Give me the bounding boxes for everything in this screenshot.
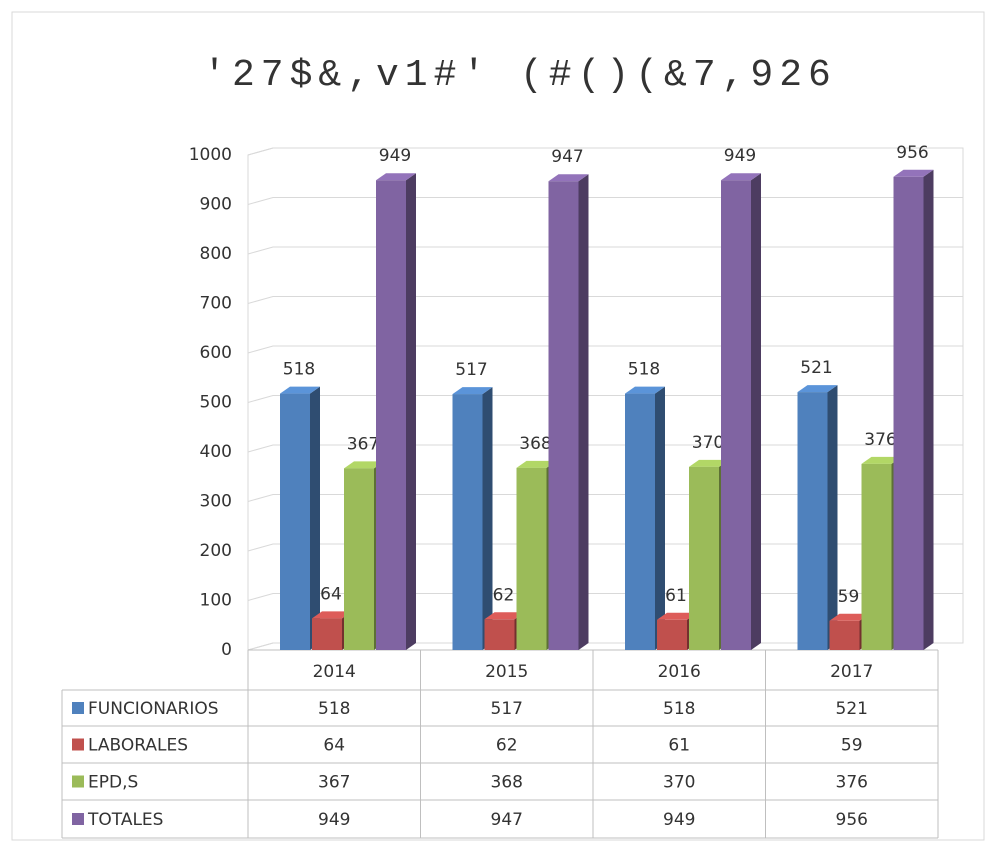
data-label: 376 xyxy=(864,430,896,450)
bar xyxy=(861,463,892,650)
y-tick-label: 200 xyxy=(200,541,232,561)
bar-top xyxy=(893,169,934,177)
legend-label: TOTALES xyxy=(87,810,163,830)
table-cell: 521 xyxy=(836,699,868,719)
table-cell: 949 xyxy=(663,810,695,830)
bar-top xyxy=(625,386,665,394)
y-tick-label: 800 xyxy=(200,244,232,264)
legend-label: LABORALES xyxy=(88,736,188,756)
y-tick-label: 900 xyxy=(200,195,232,215)
table-cell: 61 xyxy=(668,736,690,756)
y-tick-label: 600 xyxy=(200,343,232,363)
table-cell: 518 xyxy=(663,699,695,719)
bar-side xyxy=(578,174,589,651)
bar-top xyxy=(376,173,416,181)
bar-top xyxy=(280,386,320,394)
bar xyxy=(312,618,342,650)
bar-top xyxy=(548,174,589,182)
data-label: 947 xyxy=(551,147,583,167)
bar-top xyxy=(516,460,557,468)
legend-swatch xyxy=(72,775,84,788)
grid-line xyxy=(247,147,963,156)
chart-title: '27$&,v1#' (#()(&7,926 xyxy=(203,54,837,97)
bar xyxy=(657,619,687,650)
bar xyxy=(829,620,860,650)
data-label: 517 xyxy=(455,360,487,380)
bar xyxy=(516,467,547,650)
bar-top xyxy=(657,612,697,620)
table-cell: 368 xyxy=(491,773,523,793)
bar-top xyxy=(452,387,493,395)
bar xyxy=(280,393,310,650)
table-cell: 376 xyxy=(836,773,868,793)
data-label: 949 xyxy=(379,146,411,166)
table-cell: 62 xyxy=(496,736,518,756)
bar-side xyxy=(751,173,761,650)
data-label: 367 xyxy=(347,434,379,454)
bar xyxy=(376,180,406,650)
legend-swatch xyxy=(72,738,84,751)
bar xyxy=(797,392,828,650)
bar xyxy=(625,393,655,650)
y-tick-label: 300 xyxy=(200,492,232,512)
table-cell: 947 xyxy=(491,810,523,830)
data-label: 518 xyxy=(628,360,660,380)
bar xyxy=(548,181,579,651)
bar-top xyxy=(829,613,870,621)
bar-top xyxy=(797,385,838,393)
bar-top xyxy=(861,456,902,464)
bar-top xyxy=(344,461,384,469)
bar-side xyxy=(406,173,416,650)
data-label: 62 xyxy=(493,585,515,605)
data-label: 370 xyxy=(692,433,724,453)
bar-side xyxy=(923,169,934,650)
data-label: 59 xyxy=(838,587,860,607)
bar-top xyxy=(484,612,525,620)
bar xyxy=(893,176,924,650)
y-tick-label: 700 xyxy=(200,294,232,314)
x-tick-label: 2017 xyxy=(830,662,873,682)
data-label: 61 xyxy=(665,586,687,606)
data-label: 64 xyxy=(320,584,342,604)
legend-label: FUNCIONARIOS xyxy=(88,699,219,719)
table-cell: 64 xyxy=(323,736,345,756)
data-label: 521 xyxy=(800,358,832,378)
table-cell: 517 xyxy=(491,699,523,719)
data-label: 949 xyxy=(724,146,756,166)
bar xyxy=(484,619,515,650)
y-tick-label: 400 xyxy=(200,442,232,462)
y-tick-label: 100 xyxy=(200,591,232,611)
table-cell: 956 xyxy=(836,810,868,830)
bar-side xyxy=(310,386,320,650)
data-label: 368 xyxy=(519,434,551,454)
bar xyxy=(344,468,374,650)
bar-top xyxy=(721,173,761,181)
table-cell: 59 xyxy=(841,736,863,756)
legend-swatch xyxy=(72,813,84,825)
bar-top xyxy=(689,459,729,467)
y-tick-label: 0 xyxy=(221,640,232,660)
table-cell: 370 xyxy=(663,773,695,793)
table-cell: 518 xyxy=(318,699,350,719)
y-tick-label: 500 xyxy=(200,393,232,413)
data-label: 956 xyxy=(896,143,928,163)
bar-side xyxy=(482,387,493,650)
x-tick-label: 2015 xyxy=(485,662,528,682)
y-tick-label: 1000 xyxy=(189,145,232,165)
bar xyxy=(452,394,483,650)
bar xyxy=(689,466,719,650)
bar-side xyxy=(655,386,665,650)
legend-swatch xyxy=(72,702,84,714)
bar-top xyxy=(312,611,352,619)
table-cell: 367 xyxy=(318,773,350,793)
bar-side xyxy=(827,385,838,650)
legend-label: EPD,S xyxy=(88,773,138,793)
x-tick-label: 2016 xyxy=(658,662,701,682)
bar xyxy=(721,180,751,650)
x-tick-label: 2014 xyxy=(313,662,356,682)
table-cell: 949 xyxy=(318,810,350,830)
data-label: 518 xyxy=(283,360,315,380)
